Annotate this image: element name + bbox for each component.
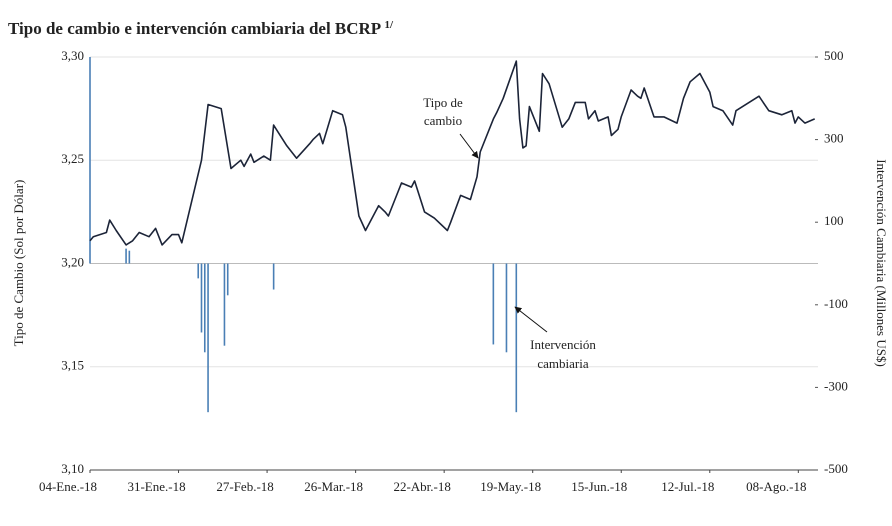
annotation: cambiaria xyxy=(537,356,588,371)
bar xyxy=(200,263,203,333)
x-tick-label: 26-Mar.-18 xyxy=(304,479,363,494)
x-tick-label: 08-Ago.-18 xyxy=(746,479,806,494)
y-tick-label: 3,25 xyxy=(61,151,84,166)
x-tick-label: 12-Jul.-18 xyxy=(661,479,714,494)
y-axis-label: Tipo de Cambio (Sol por Dólar) xyxy=(11,180,26,347)
bar xyxy=(492,263,495,345)
chart-title: Tipo de cambio e intervención cambiaria … xyxy=(8,19,394,38)
x-tick-label: 15-Jun.-18 xyxy=(571,479,627,494)
annotation: cambio xyxy=(424,113,462,128)
annotation: Intervención xyxy=(530,337,596,352)
plot-area: 3,10 3,15 3,20 3,25 3,30 -500 -300 -100 100 300 50… xyxy=(39,48,848,494)
bar xyxy=(226,263,229,296)
y-tick-label: 3,30 xyxy=(61,48,84,63)
bar xyxy=(515,263,518,413)
y2-tick-label: -100 xyxy=(824,296,848,311)
y-tick-label: 3,20 xyxy=(61,254,84,269)
bar xyxy=(505,263,508,353)
y2-tick-label: -300 xyxy=(824,378,848,393)
y2-axis-label: Intervención Cambiaria (Millones US$) xyxy=(874,159,889,367)
x-tick-label: 27-Feb.-18 xyxy=(216,479,273,494)
bar xyxy=(203,263,206,353)
y2-tick-label: -500 xyxy=(824,461,848,476)
annotation: Tipo de xyxy=(423,95,463,110)
y-tick-label: 3,10 xyxy=(61,461,84,476)
bar xyxy=(197,263,200,279)
x-tick-label: 04-Ene.-18 xyxy=(39,479,97,494)
x-tick-label: 31-Ene.-18 xyxy=(127,479,185,494)
y2-tick-label: 500 xyxy=(824,48,844,63)
bar xyxy=(89,57,91,264)
line xyxy=(89,60,816,246)
x-tick-label: 19-May.-18 xyxy=(480,479,541,494)
x-tick-label: 22-Abr.-18 xyxy=(393,479,450,494)
bar xyxy=(272,263,275,290)
bar xyxy=(223,263,226,346)
y2-tick-label: 100 xyxy=(824,213,844,228)
annotation-arrow xyxy=(514,306,548,333)
bar xyxy=(125,248,127,264)
bar xyxy=(128,250,131,264)
annotation-arrow xyxy=(459,133,479,159)
y-tick-label: 3,15 xyxy=(61,358,84,373)
y2-tick-label: 300 xyxy=(824,131,844,146)
bar xyxy=(207,263,209,413)
